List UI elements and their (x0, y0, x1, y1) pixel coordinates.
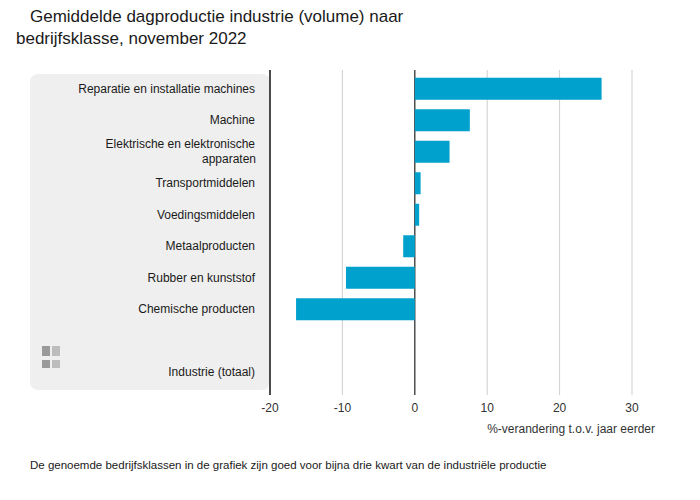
grid-line (487, 70, 488, 395)
label-panel (30, 74, 270, 390)
bar (346, 267, 415, 289)
axis-line (269, 70, 270, 395)
bar (403, 235, 415, 257)
tick-label: 10 (481, 401, 495, 415)
category-label: Transportmiddelen (155, 176, 255, 190)
category-label: Industrie (totaal) (168, 365, 255, 379)
grid: -20 -10 0 10 20 30 (261, 70, 639, 415)
grid-line (559, 70, 560, 395)
category-label: Elektrische en elektronischeapparaten (106, 137, 256, 166)
chart: Gemiddelde dagproductie industrie (volum… (0, 0, 700, 500)
category-label: Reparatie en installatie machines (78, 82, 255, 96)
category-label: Machine (210, 113, 256, 127)
bar (415, 109, 470, 131)
grid-line (632, 70, 633, 395)
bar (415, 141, 450, 163)
bar (415, 78, 602, 100)
tick-label: 30 (625, 401, 639, 415)
tick-label: -20 (261, 401, 279, 415)
logo-part (42, 356, 60, 360)
category-label: Rubber en kunststof (148, 271, 256, 285)
category-label: Chemische producten (138, 302, 255, 316)
axis-label: %-verandering t.o.v. jaar eerder (487, 422, 655, 436)
grid-line (342, 70, 343, 395)
bar (296, 298, 415, 320)
tick-label: 0 (411, 401, 418, 415)
bar (414, 361, 415, 383)
bar (415, 204, 419, 226)
tick-label: -10 (334, 401, 352, 415)
title: Gemiddelde dagproductie industrie (volum… (16, 7, 404, 48)
category-label: Metaalproducten (166, 239, 255, 253)
category-label: Voedingsmiddelen (157, 208, 255, 222)
tick-label: 20 (553, 401, 567, 415)
axis-line (269, 70, 270, 395)
bars (296, 78, 602, 321)
footnote: De genoemde bedrijfsklassen in de grafie… (30, 459, 547, 471)
bar (415, 172, 421, 194)
logo (42, 346, 60, 368)
